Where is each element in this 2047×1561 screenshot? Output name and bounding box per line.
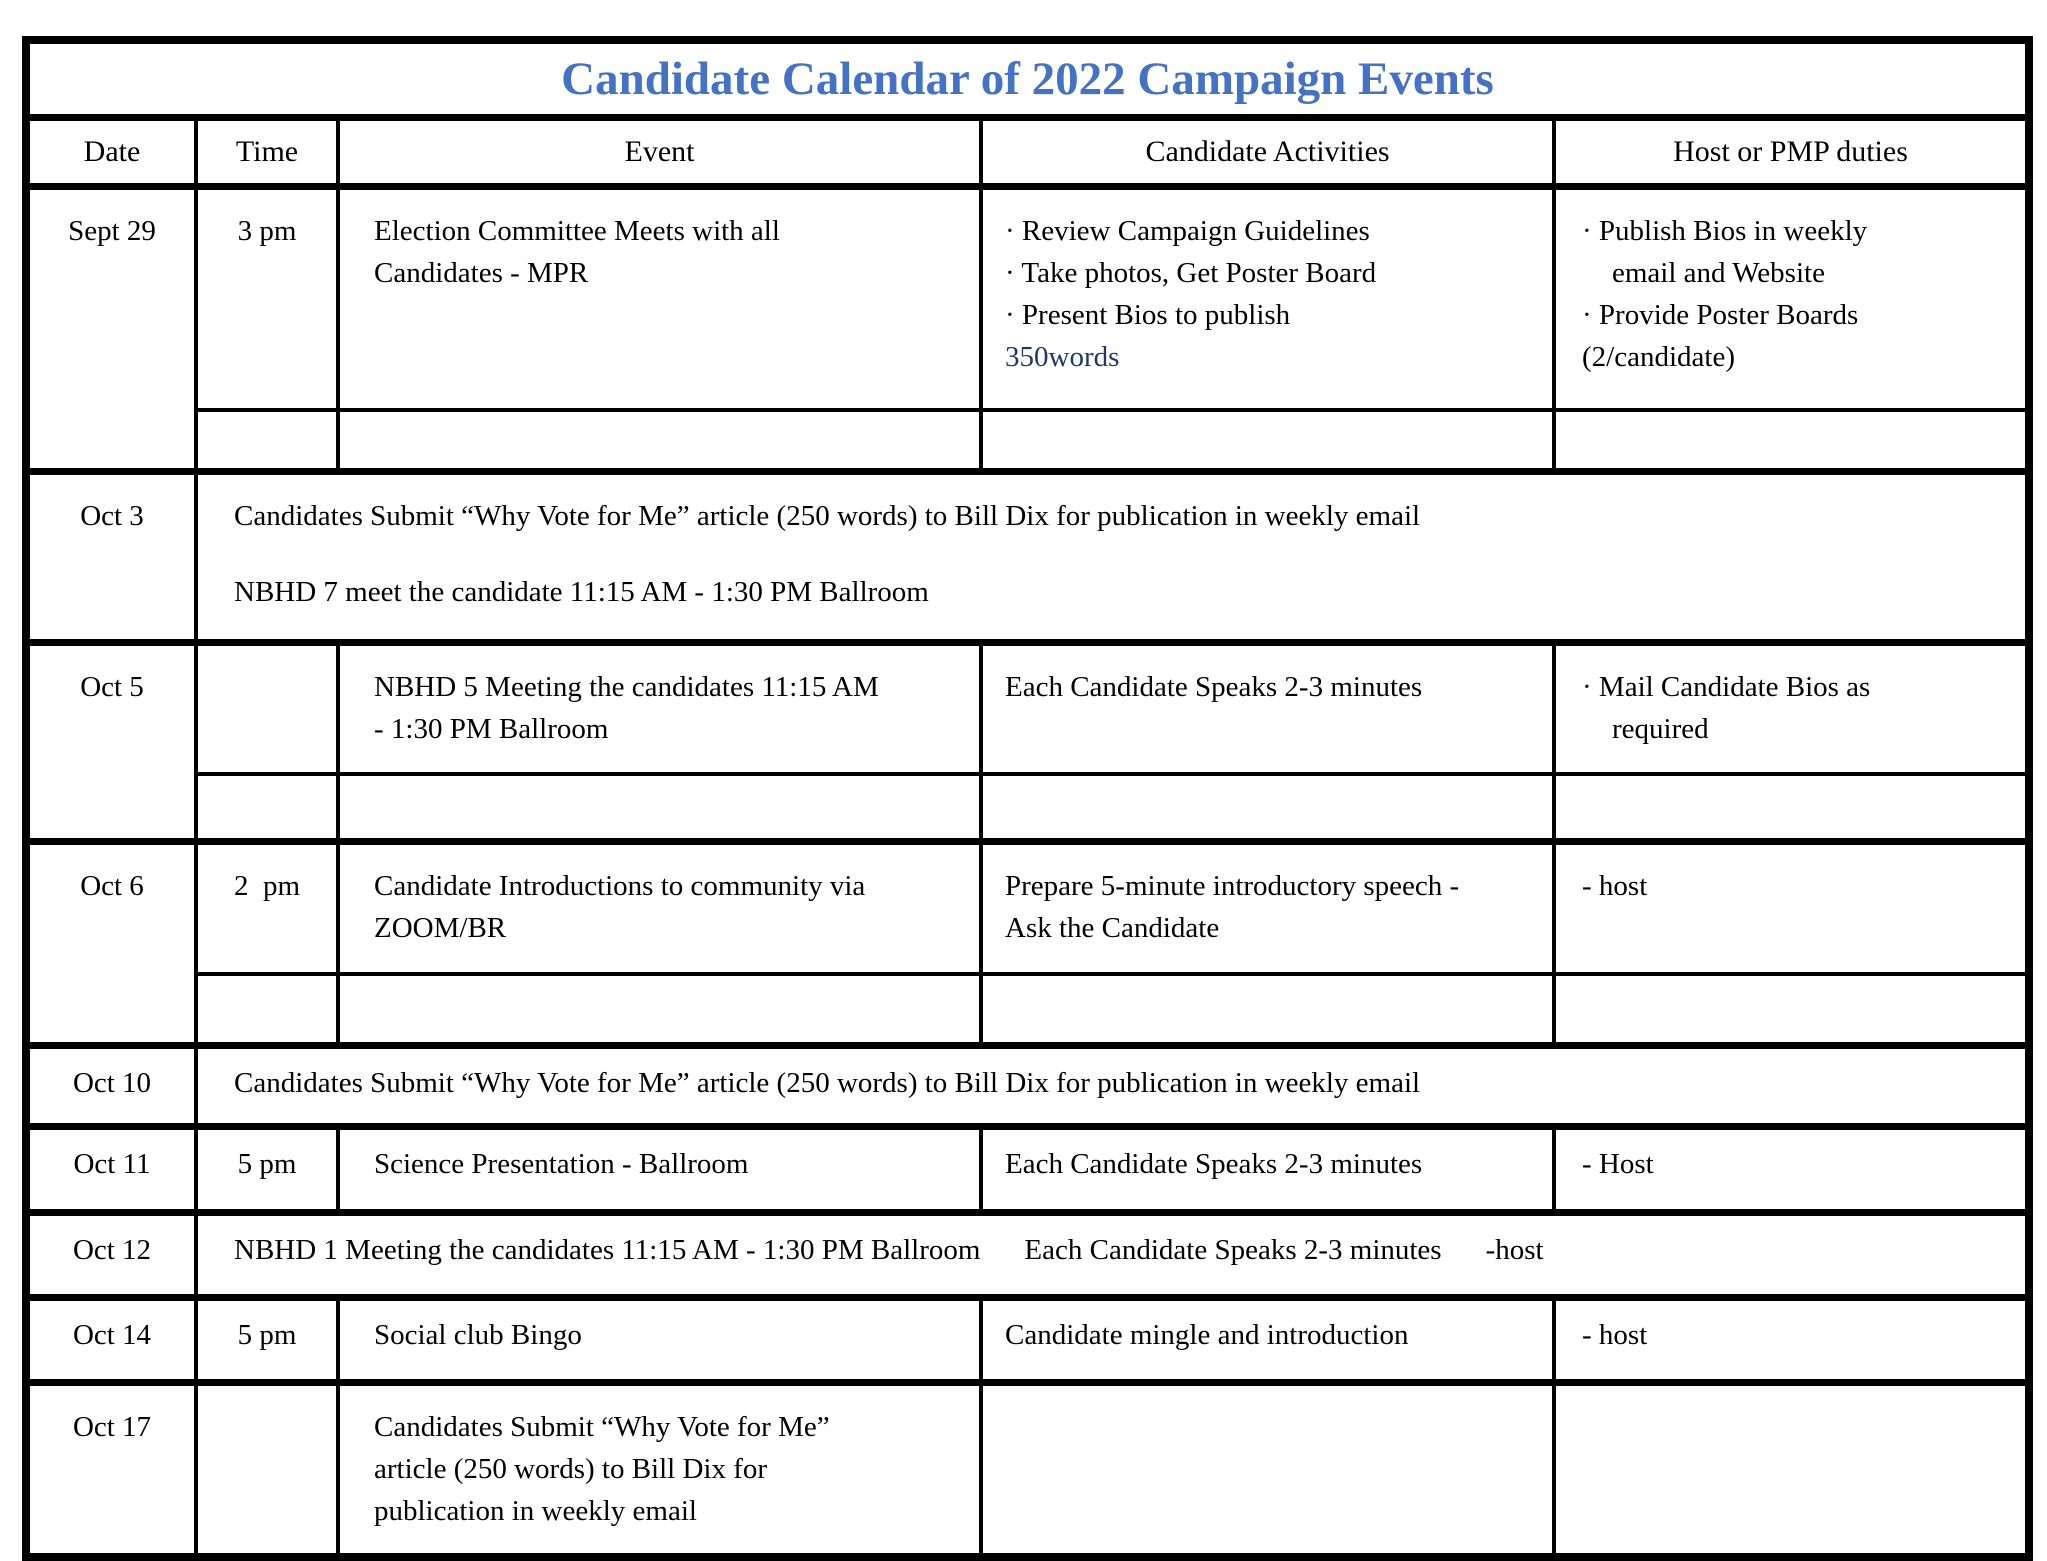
text-line: Election Committee Meets with all — [374, 215, 780, 247]
spacer-row — [26, 972, 2031, 1048]
text-segment: NBHD 1 Meeting the candidates 11:15 AM -… — [234, 1234, 981, 1266]
cell-oct11-event: Science Presentation - Ballroom — [336, 1123, 983, 1215]
text-line: · Present Bios to publish — [1005, 299, 1291, 331]
empty-cell — [194, 408, 340, 474]
column-header-activities: Candidate Activities — [979, 115, 1556, 190]
cell-oct5-host: · Mail Candidate Bios as required — [1552, 639, 2031, 776]
cell-oct5-date: Oct 5 — [24, 639, 198, 844]
text-line: Candidates Submit “Why Vote for Me” arti… — [234, 500, 1421, 532]
empty-cell — [1552, 772, 2031, 844]
text-segment: Each Candidate Speaks 2-3 minutes — [1024, 1234, 1442, 1266]
table-row-oct3: Oct 3 Candidates Submit “Why Vote for Me… — [24, 468, 2031, 645]
text-line: · Take photos, Get Poster Board — [1005, 257, 1377, 289]
text-line: Candidate Introductions to community via — [374, 870, 866, 902]
cell-sept29-host: · Publish Bios in weekly email and Websi… — [1552, 184, 2031, 412]
text-line: NBHD 7 meet the candidate 11:15 AM - 1:3… — [234, 576, 929, 608]
cell-sept29-time: 3 pm — [194, 184, 340, 412]
empty-cell — [336, 772, 983, 844]
empty-cell — [979, 972, 1556, 1048]
header-row: Date Time Event Candidate Activities Hos… — [24, 115, 2031, 190]
cell-oct5-activities: Each Candidate Speaks 2-3 minutes — [979, 639, 1556, 776]
cell-oct6-date: Oct 6 — [24, 838, 198, 1048]
column-header-date: Date — [24, 115, 198, 190]
cell-oct6-event: Candidate Introductions to community via… — [336, 838, 983, 976]
calendar-sheet: Candidate Calendar of 2022 Campaign Even… — [22, 36, 2033, 1561]
text-line: · Provide Poster Boards — [1582, 299, 1859, 331]
text-line: Prepare 5-minute introductory speech - — [1005, 870, 1460, 902]
column-header-event: Event — [336, 115, 983, 190]
text-line: email and Website — [1612, 257, 1825, 289]
table-row-oct14: Oct 14 5 pm Social club Bingo Candidate … — [24, 1294, 2031, 1385]
cell-oct6-host: - host — [1552, 838, 2031, 976]
text-line: · Mail Candidate Bios as — [1582, 671, 1871, 703]
cell-oct14-activities: Candidate mingle and introduction — [979, 1294, 1556, 1385]
cell-oct11-date: Oct 11 — [24, 1123, 198, 1215]
table-row-oct6: Oct 6 2 pm Candidate Introductions to co… — [24, 838, 2031, 1048]
cell-oct17-event: Candidates Submit “Why Vote for Me” arti… — [336, 1379, 983, 1559]
empty-cell — [194, 772, 340, 844]
text-line: required — [1612, 713, 1709, 745]
text-line: NBHD 5 Meeting the candidates 11:15 AM — [374, 671, 879, 703]
cell-oct11-activities: Each Candidate Speaks 2-3 minutes — [979, 1123, 1556, 1215]
text-line: Ask the Candidate — [1005, 912, 1220, 944]
empty-cell — [194, 972, 340, 1048]
table-row-oct17: Oct 17 Candidates Submit “Why Vote for M… — [24, 1379, 2031, 1559]
cell-oct17-time — [194, 1379, 340, 1559]
cell-oct5-event: NBHD 5 Meeting the candidates 11:15 AM -… — [336, 639, 983, 776]
text-line: article (250 words) to Bill Dix for — [374, 1453, 768, 1485]
table-row-oct12: Oct 12 NBHD 1 Meeting the candidates 11:… — [24, 1209, 2031, 1300]
table-row-sept29: Sept 29 3 pm Election Committee Meets wi… — [24, 184, 2031, 474]
cell-oct6-activities: Prepare 5-minute introductory speech - A… — [979, 838, 1556, 976]
cell-oct11-time: 5 pm — [194, 1123, 340, 1215]
column-header-time: Time — [194, 115, 340, 190]
cell-sept29-date: Sept 29 — [24, 184, 198, 474]
empty-cell — [979, 772, 1556, 844]
cell-oct12-date: Oct 12 — [24, 1209, 198, 1300]
spacer-row — [26, 408, 2031, 474]
cell-oct6-time: 2 pm — [194, 838, 340, 976]
empty-cell — [336, 972, 983, 1048]
cell-oct10-details: Candidates Submit “Why Vote for Me” arti… — [194, 1042, 2031, 1129]
text-line: Candidates - MPR — [374, 257, 589, 289]
text-line: · Publish Bios in weekly — [1582, 215, 1868, 247]
text-segment: -host — [1485, 1234, 1544, 1266]
text-line: publication in weekly email — [374, 1495, 697, 1527]
table-row-oct10: Oct 10 Candidates Submit “Why Vote for M… — [24, 1042, 2031, 1129]
empty-cell — [336, 408, 983, 474]
empty-cell — [1552, 408, 2031, 474]
cell-oct3-details: Candidates Submit “Why Vote for Me” arti… — [194, 468, 2031, 645]
spacer-row — [26, 772, 2031, 844]
text-line: - 1:30 PM Ballroom — [374, 713, 609, 745]
text-line: ZOOM/BR — [374, 912, 507, 944]
cell-oct12-details: NBHD 1 Meeting the candidates 11:15 AM -… — [194, 1209, 2031, 1300]
empty-cell — [979, 408, 1556, 474]
cell-oct10-date: Oct 10 — [24, 1042, 198, 1129]
cell-oct14-time: 5 pm — [194, 1294, 340, 1385]
text-line: (2/candidate) — [1582, 341, 1735, 373]
cell-oct17-host — [1552, 1379, 2031, 1559]
cell-oct17-date: Oct 17 — [24, 1379, 198, 1559]
cell-oct3-date: Oct 3 — [24, 468, 198, 645]
cell-oct11-host: - Host — [1552, 1123, 2031, 1215]
cell-sept29-event: Election Committee Meets with all Candid… — [336, 184, 983, 412]
calendar-table: Candidate Calendar of 2022 Campaign Even… — [22, 36, 2033, 1561]
cell-oct17-activities — [979, 1379, 1556, 1559]
cell-oct14-event: Social club Bingo — [336, 1294, 983, 1385]
cell-oct14-date: Oct 14 — [24, 1294, 198, 1385]
text-line: Candidates Submit “Why Vote for Me” — [374, 1411, 830, 1443]
title-row: Candidate Calendar of 2022 Campaign Even… — [24, 38, 2031, 121]
table-row-oct11: Oct 11 5 pm Science Presentation - Ballr… — [24, 1123, 2031, 1215]
text-line: · Review Campaign Guidelines — [1005, 215, 1370, 247]
cell-oct14-host: - host — [1552, 1294, 2031, 1385]
table-row-oct5: Oct 5 NBHD 5 Meeting the candidates 11:1… — [24, 639, 2031, 844]
cell-oct5-time — [194, 639, 340, 776]
column-header-host: Host or PMP duties — [1552, 115, 2031, 190]
word-count-note: 350words — [1005, 341, 1120, 373]
page-title: Candidate Calendar of 2022 Campaign Even… — [24, 38, 2031, 121]
empty-cell — [1552, 972, 2031, 1048]
cell-sept29-activities: · Review Campaign Guidelines · Take phot… — [979, 184, 1556, 412]
